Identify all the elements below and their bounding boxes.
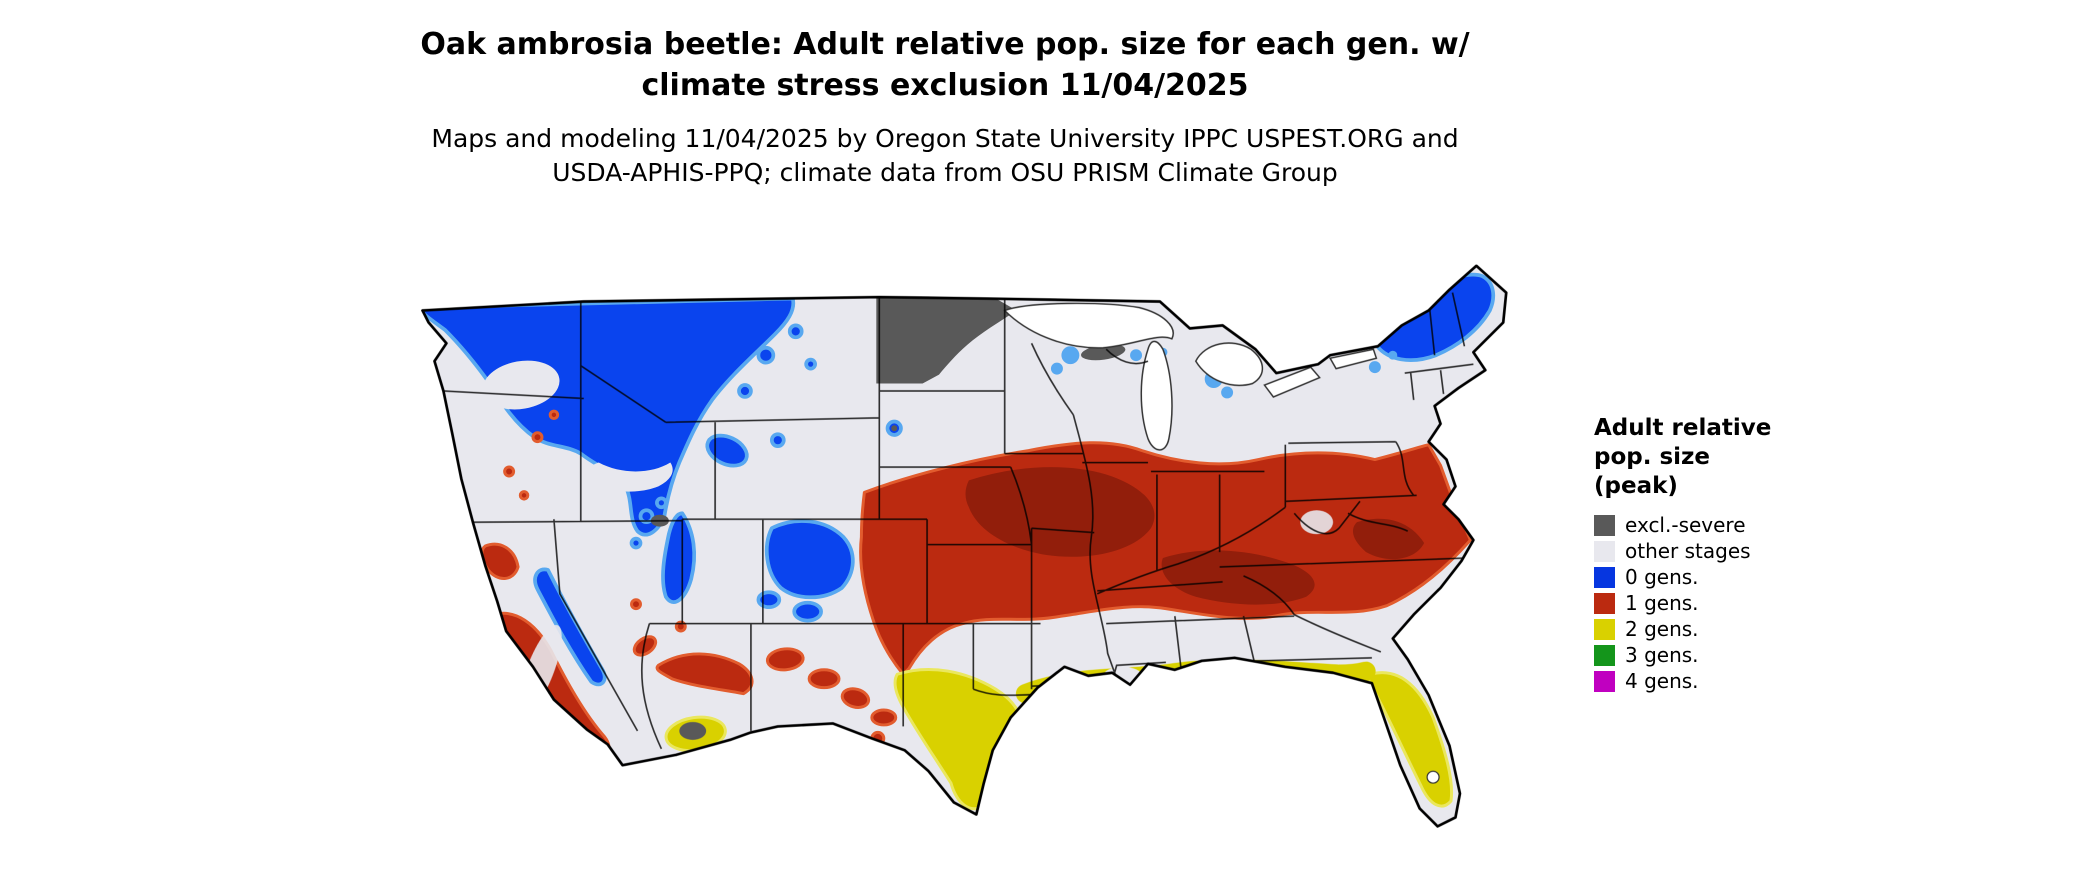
lake-superior <box>1003 302 1174 349</box>
subtitle: Maps and modeling 11/04/2025 by Oregon S… <box>0 122 1890 190</box>
legend-items: excl.-severe other stages 0 gens. 1 gens… <box>1594 512 1924 694</box>
legend-item-2-gens: 2 gens. <box>1594 616 1924 642</box>
legend-label-4-gens: 4 gens. <box>1625 669 1699 693</box>
legend-swatch-0-gens <box>1594 566 1615 588</box>
region-2-gens-gulf-strip <box>1015 659 1376 704</box>
legend-swatch-2-gens <box>1594 618 1615 640</box>
legend: Adult relative pop. size (peak) excl.-se… <box>1594 414 1924 694</box>
legend-item-excl-severe: excl.-severe <box>1594 512 1924 538</box>
legend-swatch-excl-severe <box>1594 514 1615 536</box>
legend-label-1-gens: 1 gens. <box>1625 591 1699 615</box>
legend-title: Adult relative pop. size (peak) <box>1594 414 1924 501</box>
legend-title-line3: (peak) <box>1594 473 1678 499</box>
legend-swatch-1-gens <box>1594 592 1615 614</box>
header: Oak ambrosia beetle: Adult relative pop.… <box>0 24 1890 190</box>
legend-label-other-stages: other stages <box>1625 539 1751 563</box>
legend-title-line1: Adult relative <box>1594 415 1772 441</box>
legend-label-2-gens: 2 gens. <box>1625 617 1699 641</box>
page-title-line1: Oak ambrosia beetle: Adult relative pop.… <box>420 27 1470 62</box>
lake-michigan <box>1140 340 1173 451</box>
state-boundaries <box>443 292 1474 753</box>
subtitle-line1: Maps and modeling 11/04/2025 by Oregon S… <box>431 124 1459 153</box>
page-title-line2: climate stress exclusion 11/04/2025 <box>641 68 1249 103</box>
region-1-gen-core <box>965 467 1425 605</box>
legend-item-0-gens: 0 gens. <box>1594 564 1924 590</box>
great-lakes <box>1003 302 1440 784</box>
legend-label-excl-severe: excl.-severe <box>1625 513 1746 537</box>
legend-item-other-stages: other stages <box>1594 538 1924 564</box>
legend-label-0-gens: 0 gens. <box>1625 565 1699 589</box>
legend-item-1-gens: 1 gens. <box>1594 590 1924 616</box>
legend-item-3-gens: 3 gens. <box>1594 642 1924 668</box>
us-map <box>421 264 1508 828</box>
lake-erie <box>1263 366 1321 398</box>
us-outline <box>421 264 1508 828</box>
region-excluded-severe-arizona-spot <box>679 721 707 740</box>
lake-ontario <box>1328 348 1378 370</box>
legend-swatch-3-gens <box>1594 644 1615 666</box>
lake-huron <box>1194 342 1264 387</box>
lake-okeechobee <box>1426 770 1440 784</box>
subtitle-line2: USDA-APHIS-PPQ; climate data from OSU PR… <box>552 158 1338 187</box>
legend-title-line2: pop. size <box>1594 444 1711 470</box>
legend-swatch-other-stages <box>1594 540 1615 562</box>
legend-swatch-4-gens <box>1594 670 1615 692</box>
legend-item-4-gens: 4 gens. <box>1594 668 1924 694</box>
legend-label-3-gens: 3 gens. <box>1625 643 1699 667</box>
us-map-container <box>330 224 1554 880</box>
